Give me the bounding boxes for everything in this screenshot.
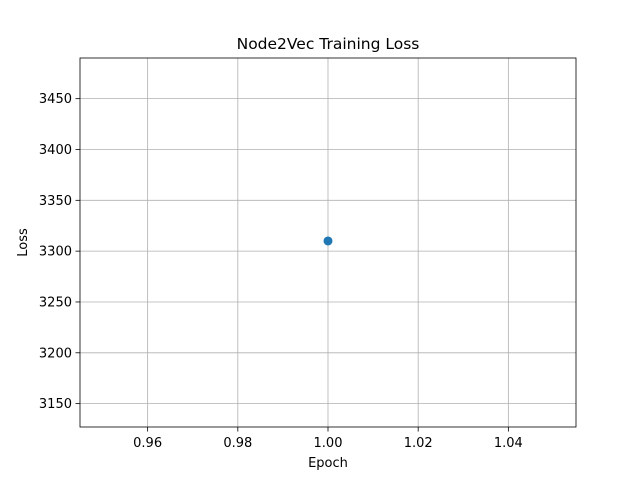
x-tick-label: 0.98 [223, 436, 252, 451]
y-tick-label: 3250 [39, 295, 72, 310]
x-tick-label: 1.02 [404, 436, 433, 451]
grid-lines [80, 58, 576, 427]
y-tick-label: 3300 [39, 245, 72, 260]
x-tick-label: 0.96 [133, 436, 162, 451]
y-tick-label: 3400 [39, 143, 72, 158]
y-axis-ticks: 3150 3200 3250 3300 3350 3400 3450 [39, 92, 80, 412]
plot-frame [79, 57, 577, 428]
y-tick-label: 3450 [39, 92, 72, 107]
data-points [323, 236, 333, 246]
x-tick-label: 1.04 [494, 436, 523, 451]
data-point [323, 236, 333, 246]
chart-title: Node2Vec Training Loss [237, 35, 420, 53]
x-tick-label: 1.00 [314, 436, 343, 451]
y-tick-label: 3350 [39, 194, 72, 209]
y-tick-label: 3150 [39, 397, 72, 412]
y-tick-label: 3200 [39, 346, 72, 361]
x-axis-ticks: 0.96 0.98 1.00 1.02 1.04 [133, 427, 523, 451]
y-axis-label: Loss [16, 228, 31, 257]
x-axis-label: Epoch [308, 456, 348, 471]
